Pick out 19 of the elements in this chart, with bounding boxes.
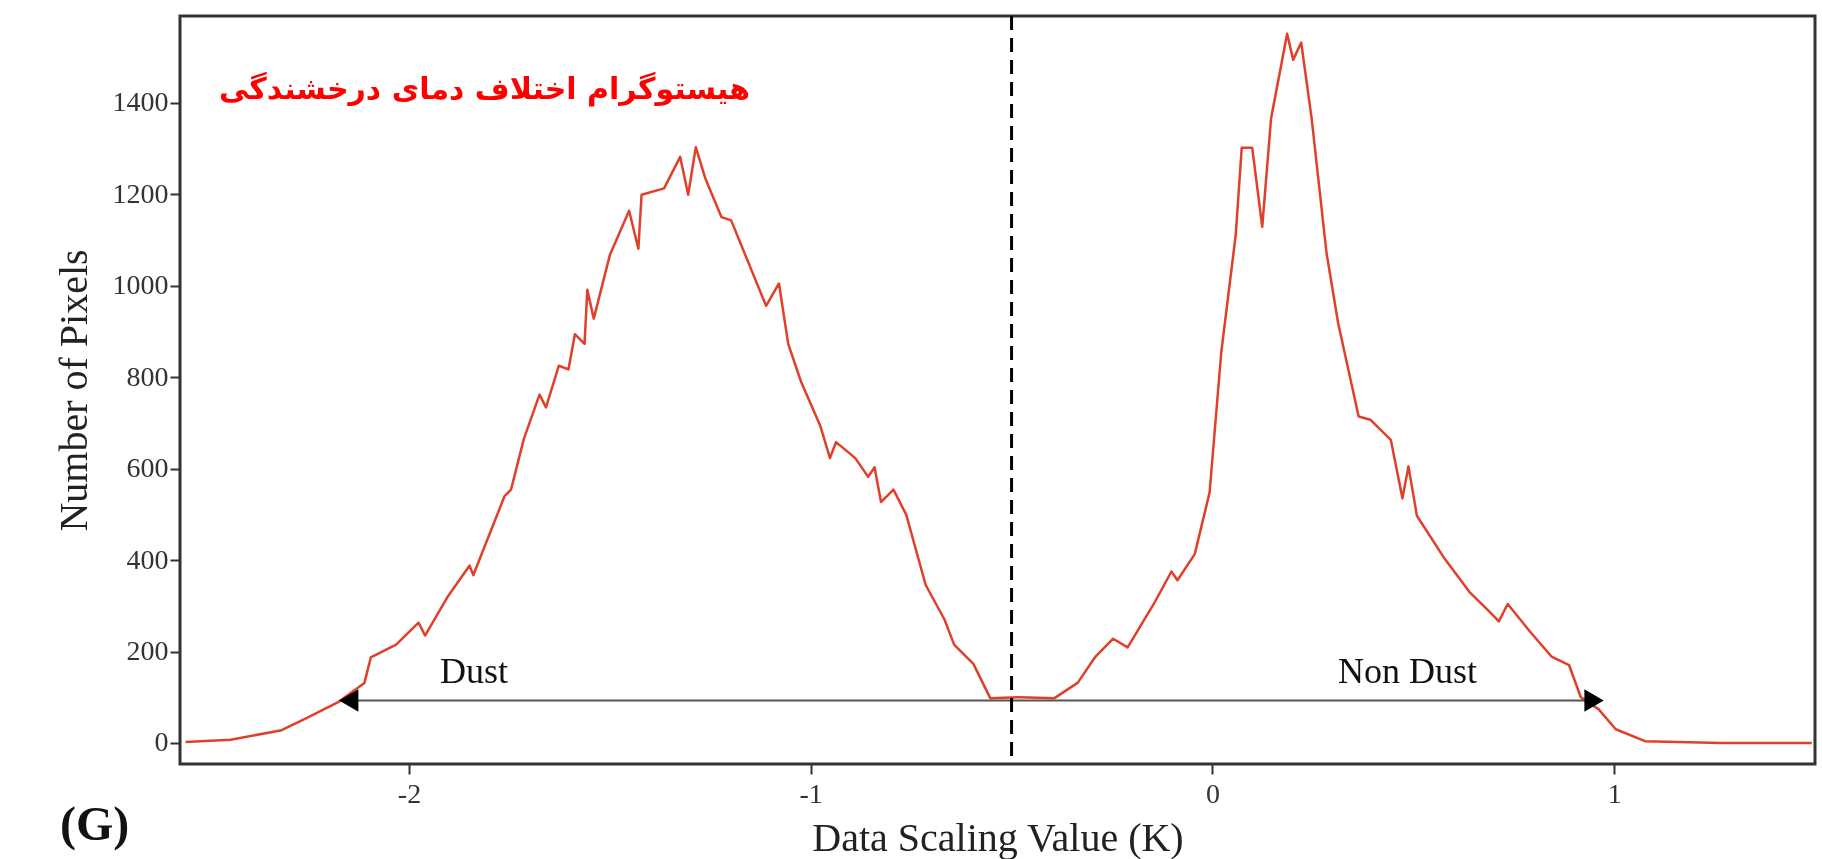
y-tick-label: 0 [154, 726, 169, 758]
text: (G) [60, 797, 130, 851]
text: هیستوگرام اختلاف دمای درخشندگی [219, 70, 751, 107]
x-tick-label: 0 [1205, 777, 1220, 809]
x-tick-label: -2 [397, 777, 422, 809]
annotation: Non Dust [1338, 651, 1478, 691]
x-tick-label: 1 [1607, 777, 1622, 809]
y-tick-label: 200 [126, 635, 169, 667]
x-tick-label: -1 [799, 777, 823, 809]
y-axis-title: Number of Pixels [50, 249, 96, 532]
x-axis-title: Data Scaling Value (K) [812, 814, 1184, 859]
y-tick-label: 600 [126, 452, 169, 484]
line-series [184, 32, 1814, 745]
y-tick-label: 800 [126, 360, 169, 392]
y-tick-label: 1200 [112, 177, 169, 209]
y-tick-label: 400 [126, 543, 169, 575]
y-tick-label: 1000 [112, 269, 169, 301]
y-tick-label: 1400 [112, 86, 169, 118]
annotation: Dust [440, 651, 509, 691]
